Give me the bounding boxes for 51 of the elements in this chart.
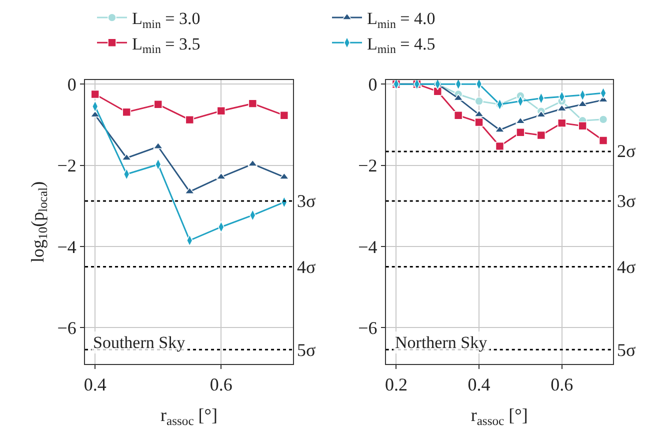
point: [280, 110, 289, 120]
point: [578, 100, 588, 107]
x-tick-label: 0.2: [384, 374, 408, 394]
ref-line-label: 3σ: [297, 191, 316, 211]
legend-label: L$_{min}$ = 4.5: [367, 34, 436, 56]
ref-line-label: 4σ: [617, 257, 636, 277]
y-tick-label: −6: [358, 318, 378, 338]
y-tick-label: −4: [57, 236, 76, 257]
y-tick-label: −6: [57, 318, 76, 338]
point: [474, 118, 484, 127]
legend-label: L$_{min}$ = 3.0: [132, 9, 200, 31]
point: [495, 142, 504, 151]
point: [185, 115, 194, 124]
x-tick-label: 0.4: [84, 374, 106, 394]
x-axis-title: r$_{assoc}$ [°]: [470, 405, 528, 428]
point: [536, 130, 546, 140]
point: [598, 136, 608, 145]
point: [474, 96, 484, 106]
point: [90, 90, 100, 99]
ref-line-label: 5σ: [297, 340, 316, 360]
y-tick-label: 0: [368, 74, 378, 94]
point: [557, 118, 566, 128]
x-tick-label: 0.4: [468, 374, 490, 394]
ref-line-label: 4σ: [297, 257, 316, 277]
y-tick-label: −2: [358, 156, 378, 176]
point: [556, 104, 567, 112]
x-tick-label: 0.6: [550, 374, 574, 394]
point: [598, 115, 608, 124]
y-tick-label: −4: [358, 236, 378, 257]
ref-line-label: 2σ: [617, 141, 636, 161]
x-tick-label: 0.6: [210, 374, 232, 394]
legend-label: L$_{min}$ = 4.0: [367, 9, 436, 31]
y-tick-label: 0: [67, 74, 76, 94]
point: [216, 106, 226, 116]
point: [453, 94, 464, 101]
point: [578, 122, 587, 130]
legend-label: L$_{min}$ = 3.5: [132, 34, 200, 56]
ref-line-label: 5σ: [617, 340, 636, 360]
annotation: Southern Sky: [93, 333, 186, 352]
point: [433, 87, 442, 96]
point: [153, 142, 164, 150]
point: [454, 110, 463, 120]
point: [184, 187, 195, 194]
point: [154, 100, 163, 109]
annotation: Northern Sky: [395, 333, 488, 352]
point: [248, 99, 258, 108]
point: [516, 128, 525, 137]
point: [122, 108, 132, 117]
ref-line-label: 3σ: [617, 191, 636, 211]
x-axis-title: r$_{assoc}$ [°]: [160, 405, 218, 428]
y-tick-label: −2: [57, 156, 76, 176]
